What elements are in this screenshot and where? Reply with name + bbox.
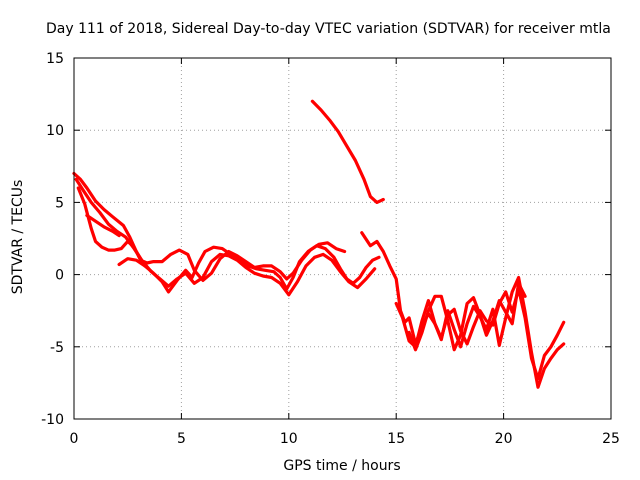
tick-layer: 0 5 10 15 20 25 -10 -5 0 5 10 15 [41, 51, 620, 447]
series-arc-1 [72, 171, 381, 294]
y-tick-label: -10 [41, 412, 64, 428]
series-arc-5 [117, 257, 147, 268]
x-tick-label: 25 [602, 431, 620, 447]
y-tick-label: -5 [50, 340, 64, 356]
x-tick-label: 5 [177, 431, 186, 447]
y-tick-label: 10 [46, 123, 64, 139]
x-tick-label: 0 [70, 431, 79, 447]
x-tick-label: 10 [280, 431, 298, 447]
series-arc-9 [407, 281, 527, 352]
series-arc-6 [310, 99, 385, 204]
y-tick-label: 5 [55, 195, 64, 211]
series-arc-4 [85, 213, 121, 238]
x-tick-label: 15 [387, 431, 405, 447]
series-arc-3 [76, 186, 347, 282]
x-axis-label: GPS time / hours [283, 458, 400, 474]
chart-title: Day 111 of 2018, Sidereal Day-to-day VTE… [46, 21, 611, 37]
x-tick-label: 20 [495, 431, 513, 447]
series-arc-2 [74, 177, 377, 297]
plot-frame [73, 57, 612, 420]
y-tick-label: 0 [55, 268, 64, 284]
series-layer [72, 99, 566, 389]
y-axis-label: SDTVAR / TECUs [10, 180, 26, 295]
grid-layer [74, 58, 611, 419]
y-tick-label: 15 [46, 51, 64, 67]
